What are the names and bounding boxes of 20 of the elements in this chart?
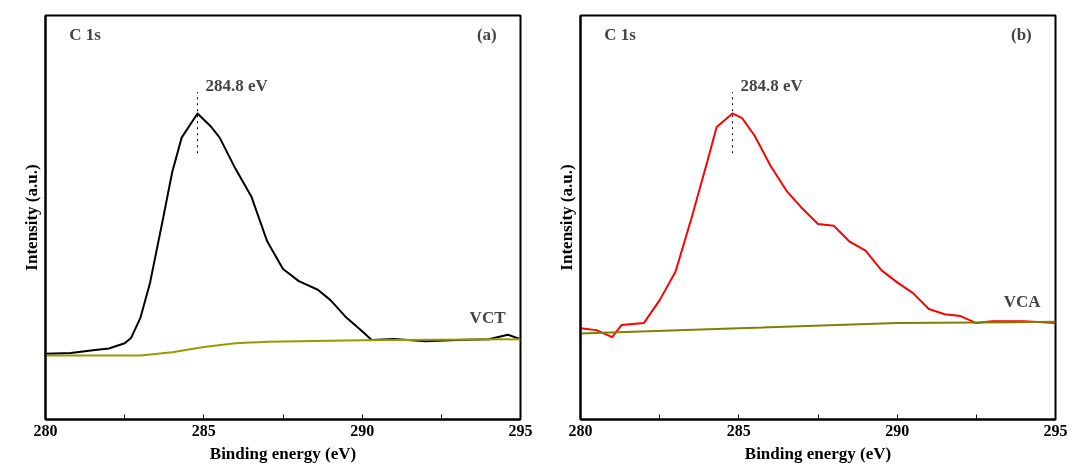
series-label: VCA: [1003, 291, 1042, 311]
x-tick-label: 280: [568, 421, 593, 439]
text: C 1s: [604, 24, 637, 44]
text: C 1s: [69, 24, 102, 44]
x-tick-label: 290: [885, 421, 910, 439]
y-axis-title: Intensity (a.u.): [21, 164, 41, 271]
text: (a): [476, 24, 497, 44]
x-axis-title: Binding energy (eV): [744, 443, 892, 463]
annotation: 284.8 eV: [740, 76, 804, 96]
text: (b): [1010, 24, 1032, 44]
x-tick-label: 285: [726, 421, 751, 439]
x-tick-label: 290: [350, 421, 375, 439]
y-axis-title: Intensity (a.u.): [556, 164, 576, 271]
x-tick-label: 280: [33, 421, 58, 439]
x-tick-label: 295: [508, 421, 533, 439]
annotation: 284.8 eV: [205, 76, 269, 96]
x-tick-label: 295: [1043, 421, 1068, 439]
series-label: VCT: [469, 308, 507, 328]
x-tick-label: 285: [191, 421, 216, 439]
x-axis-title: Binding energy (eV): [209, 443, 357, 463]
